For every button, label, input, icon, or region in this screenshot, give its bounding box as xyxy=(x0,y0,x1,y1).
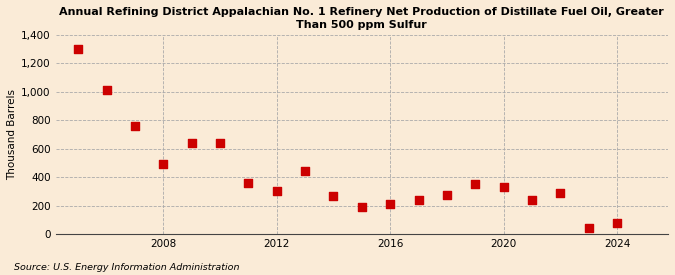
Point xyxy=(612,221,622,226)
Title: Annual Refining District Appalachian No. 1 Refinery Net Production of Distillate: Annual Refining District Appalachian No.… xyxy=(59,7,664,30)
Point xyxy=(498,185,509,189)
Text: Source: U.S. Energy Information Administration: Source: U.S. Energy Information Administ… xyxy=(14,263,239,272)
Point xyxy=(328,193,339,198)
Point xyxy=(356,205,367,209)
Point xyxy=(101,88,112,93)
Point xyxy=(526,198,537,202)
Point xyxy=(215,141,225,145)
Point xyxy=(243,181,254,185)
Point xyxy=(413,198,424,202)
Point xyxy=(130,124,140,128)
Point xyxy=(441,193,452,197)
Point xyxy=(186,141,197,145)
Point xyxy=(73,47,84,51)
Point xyxy=(583,225,594,230)
Point xyxy=(300,169,310,174)
Y-axis label: Thousand Barrels: Thousand Barrels xyxy=(7,89,17,180)
Point xyxy=(271,189,282,194)
Point xyxy=(470,182,481,186)
Point xyxy=(158,162,169,167)
Point xyxy=(385,202,396,206)
Point xyxy=(555,191,566,195)
